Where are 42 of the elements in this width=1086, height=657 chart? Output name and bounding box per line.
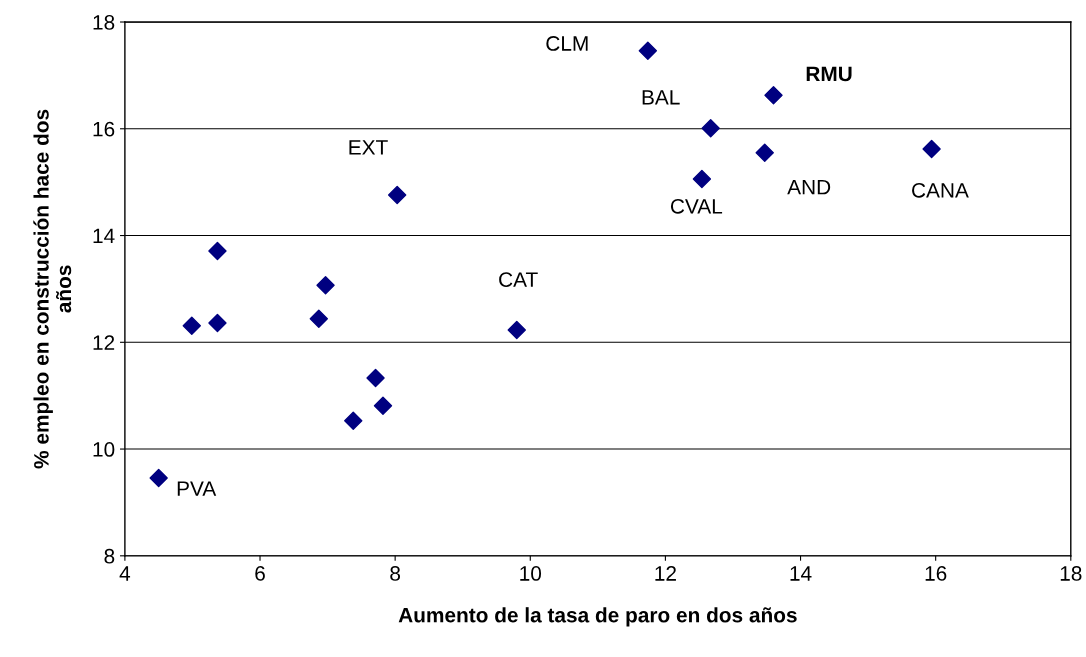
x-tick-label: 10 xyxy=(520,566,542,581)
point xyxy=(366,368,385,388)
point xyxy=(387,185,407,205)
annotation: CVAL xyxy=(670,198,723,214)
y-tick-label: 12 xyxy=(93,335,115,350)
x-axis-title: Aumento de la tasa de paro en dos años xyxy=(398,607,797,627)
y-tick-label: 14 xyxy=(93,228,115,244)
point xyxy=(922,139,941,159)
annotation: CANA xyxy=(912,182,969,198)
x-tick-label: 14 xyxy=(790,566,812,581)
annotation: BAL xyxy=(642,90,680,105)
annotation: CAT xyxy=(499,272,538,287)
annotation: PVA xyxy=(177,481,217,496)
point xyxy=(692,169,712,189)
point xyxy=(373,396,393,416)
point xyxy=(344,411,363,430)
point xyxy=(701,119,720,138)
point xyxy=(764,85,783,105)
y-tick-label: 10 xyxy=(93,442,115,457)
point xyxy=(507,320,526,340)
point xyxy=(208,241,227,261)
y-axis-title: % empleo en construcción hace dos años xyxy=(33,109,72,469)
y-tick-label: 8 xyxy=(104,548,115,564)
point xyxy=(755,143,774,162)
x-tick-label: 8 xyxy=(390,566,401,581)
annotation: RMU xyxy=(806,66,852,82)
point xyxy=(316,275,335,295)
x-tick-label: 6 xyxy=(255,566,265,581)
x-tick-label: 18 xyxy=(1060,566,1082,581)
point xyxy=(182,316,201,335)
point xyxy=(309,309,329,329)
y-tick-label: 16 xyxy=(93,121,115,137)
annotation: CLM xyxy=(546,36,588,51)
point xyxy=(208,313,227,333)
x-tick-label: 4 xyxy=(119,566,131,581)
x-tick-label: 12 xyxy=(655,566,676,581)
annotation: EXT xyxy=(349,140,388,155)
y-tick-label: 18 xyxy=(93,15,115,30)
point xyxy=(638,41,658,61)
annotation: AND xyxy=(787,179,831,195)
x-tick-label: 16 xyxy=(925,566,947,581)
point xyxy=(149,468,168,488)
